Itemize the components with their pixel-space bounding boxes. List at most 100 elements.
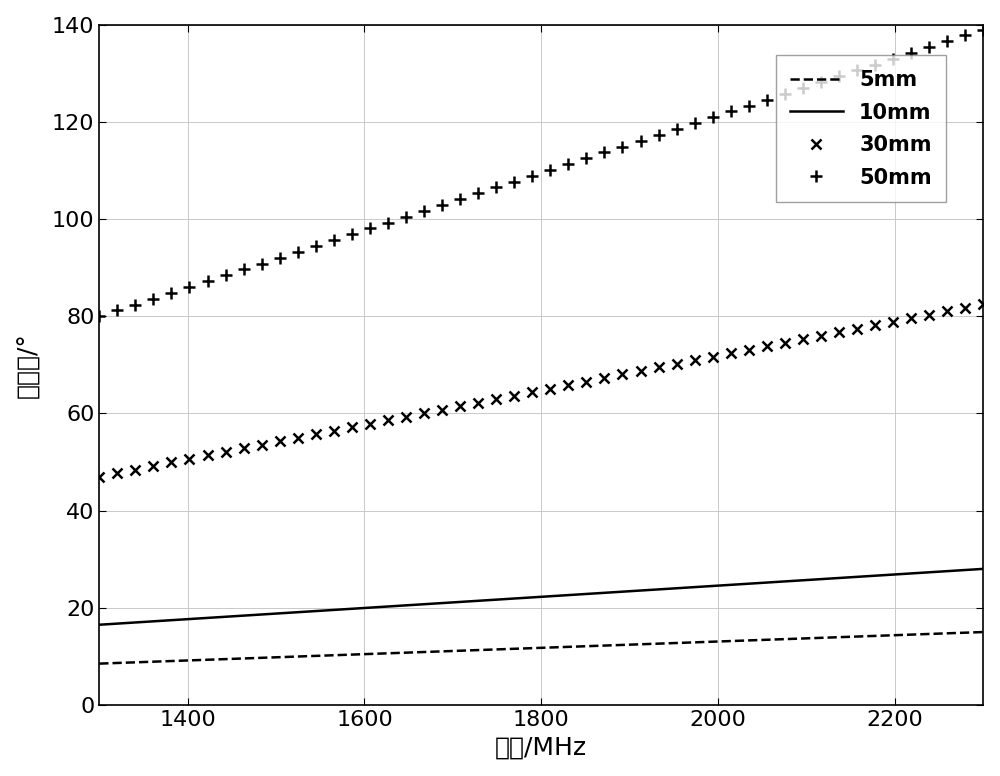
5mm (653, 639, 665, 648)
50mm (490, 183, 502, 192)
50mm (761, 95, 773, 105)
5mm (598, 641, 610, 650)
30mm (274, 437, 286, 446)
Line: 10mm: 10mm (99, 569, 983, 625)
5mm (147, 657, 159, 667)
5mm (959, 628, 971, 637)
30mm (761, 341, 773, 351)
30mm (238, 444, 250, 453)
30mm (328, 426, 340, 435)
50mm (653, 130, 665, 140)
50mm (941, 36, 953, 46)
5mm (93, 659, 105, 668)
30mm (382, 416, 394, 425)
50mm (635, 136, 647, 145)
50mm (129, 300, 141, 309)
5mm (689, 638, 701, 647)
50mm (815, 78, 827, 87)
30mm (959, 303, 971, 312)
5mm (725, 636, 737, 646)
5mm (220, 654, 232, 663)
50mm (220, 271, 232, 280)
50mm (743, 101, 755, 110)
10mm (472, 596, 484, 605)
10mm (202, 613, 214, 622)
10mm (436, 598, 448, 608)
30mm (454, 401, 466, 411)
50mm (183, 282, 195, 292)
50mm (833, 71, 845, 81)
10mm (111, 619, 123, 629)
30mm (941, 307, 953, 316)
30mm (689, 355, 701, 365)
10mm (833, 573, 845, 583)
10mm (508, 594, 520, 603)
10mm (400, 601, 412, 610)
10mm (328, 605, 340, 615)
5mm (436, 646, 448, 656)
10mm (761, 578, 773, 587)
30mm (851, 324, 863, 334)
50mm (93, 311, 105, 320)
5mm (328, 650, 340, 660)
50mm (851, 66, 863, 75)
50mm (562, 159, 574, 168)
10mm (598, 588, 610, 598)
30mm (508, 391, 520, 400)
5mm (165, 656, 177, 666)
50mm (310, 241, 322, 251)
5mm (580, 642, 592, 651)
10mm (183, 615, 195, 624)
30mm (256, 440, 268, 449)
10mm (93, 620, 105, 629)
50mm (616, 142, 628, 151)
5mm (887, 631, 899, 640)
50mm (725, 107, 737, 116)
30mm (905, 314, 917, 323)
30mm (400, 412, 412, 421)
30mm (544, 384, 556, 393)
50mm (779, 89, 791, 99)
5mm (779, 635, 791, 644)
50mm (544, 165, 556, 175)
50mm (598, 147, 610, 157)
10mm (454, 598, 466, 607)
10mm (743, 579, 755, 588)
5mm (544, 643, 556, 652)
10mm (147, 617, 159, 626)
5mm (292, 652, 304, 661)
10mm (815, 574, 827, 584)
30mm (598, 373, 610, 383)
10mm (959, 566, 971, 575)
5mm (111, 658, 123, 667)
10mm (923, 567, 935, 577)
Line: 30mm: 30mm (94, 300, 988, 481)
30mm (436, 405, 448, 414)
50mm (147, 294, 159, 303)
50mm (292, 248, 304, 257)
30mm (93, 472, 105, 481)
30mm (346, 423, 358, 432)
30mm (165, 458, 177, 467)
30mm (562, 380, 574, 390)
50mm (418, 206, 430, 216)
5mm (833, 632, 845, 642)
10mm (364, 603, 376, 612)
50mm (887, 54, 899, 64)
10mm (977, 564, 989, 573)
10mm (869, 571, 881, 580)
5mm (851, 632, 863, 641)
50mm (905, 48, 917, 57)
30mm (147, 461, 159, 470)
10mm (616, 587, 628, 596)
50mm (923, 43, 935, 52)
5mm (472, 646, 484, 655)
10mm (256, 610, 268, 619)
50mm (959, 31, 971, 40)
5mm (905, 630, 917, 639)
5mm (526, 643, 538, 653)
10mm (220, 612, 232, 622)
30mm (743, 345, 755, 355)
50mm (328, 235, 340, 244)
10mm (310, 606, 322, 615)
